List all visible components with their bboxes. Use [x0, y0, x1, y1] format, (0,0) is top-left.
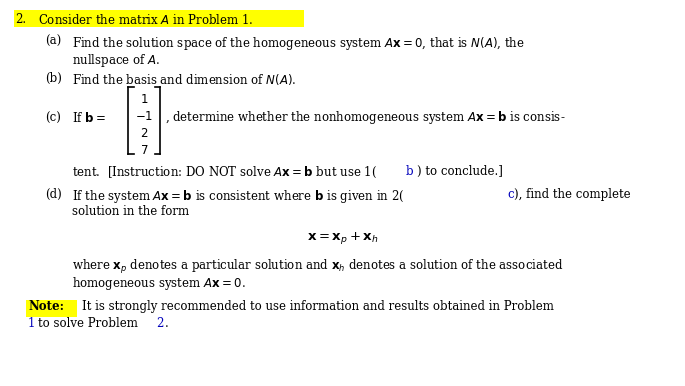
Text: where $\mathbf{x}_p$ denotes a particular solution and $\mathbf{x}_h$ denotes a : where $\mathbf{x}_p$ denotes a particula… — [72, 258, 563, 276]
Text: ), find the complete: ), find the complete — [514, 188, 631, 201]
Text: 2.: 2. — [15, 13, 26, 26]
Text: $-1$: $-1$ — [135, 110, 153, 123]
Text: $2$: $2$ — [140, 127, 148, 140]
Text: $7$: $7$ — [140, 144, 148, 157]
Text: Consider the matrix $A$ in Problem 1.: Consider the matrix $A$ in Problem 1. — [38, 13, 253, 27]
Text: .: . — [165, 317, 169, 330]
Text: to solve Problem: to solve Problem — [38, 317, 138, 330]
Text: 1: 1 — [28, 317, 36, 330]
Text: Find the basis and dimension of $N(A)$.: Find the basis and dimension of $N(A)$. — [72, 72, 297, 87]
Text: b: b — [406, 165, 414, 178]
Text: solution in the form: solution in the form — [72, 205, 189, 218]
Text: (a): (a) — [45, 35, 61, 48]
FancyBboxPatch shape — [14, 10, 304, 27]
FancyBboxPatch shape — [26, 300, 77, 317]
Text: homogeneous system $A\mathbf{x} = 0$.: homogeneous system $A\mathbf{x} = 0$. — [72, 275, 246, 292]
Text: nullspace of $A$.: nullspace of $A$. — [72, 52, 160, 69]
Text: $\mathbf{x} = \mathbf{x}_p + \mathbf{x}_h$: $\mathbf{x} = \mathbf{x}_p + \mathbf{x}_… — [307, 230, 378, 246]
Text: $1$: $1$ — [140, 93, 148, 106]
Text: (b): (b) — [45, 72, 62, 85]
Text: c: c — [507, 188, 514, 201]
Text: If the system $A\mathbf{x} = \mathbf{b}$ is consistent where $\mathbf{b}$ is giv: If the system $A\mathbf{x} = \mathbf{b}$… — [72, 188, 404, 205]
Text: ) to conclude.]: ) to conclude.] — [417, 165, 503, 178]
Text: If $\mathbf{b} = $: If $\mathbf{b} = $ — [72, 111, 106, 125]
Text: tent.  [Instruction: DO NOT solve $A\mathbf{x} = \mathbf{b}$ but use 1(: tent. [Instruction: DO NOT solve $A\math… — [72, 165, 377, 180]
Text: (c): (c) — [45, 112, 61, 125]
Text: , determine whether the nonhomogeneous system $A\mathbf{x} = \mathbf{b}$ is cons: , determine whether the nonhomogeneous s… — [165, 110, 566, 127]
Text: 2: 2 — [156, 317, 164, 330]
Text: It is strongly recommended to use information and results obtained in Problem: It is strongly recommended to use inform… — [82, 300, 554, 313]
Text: (d): (d) — [45, 188, 62, 201]
Text: Note:: Note: — [28, 300, 64, 313]
Text: Find the solution space of the homogeneous system $A\mathbf{x} = 0$, that is $N(: Find the solution space of the homogeneo… — [72, 35, 525, 52]
